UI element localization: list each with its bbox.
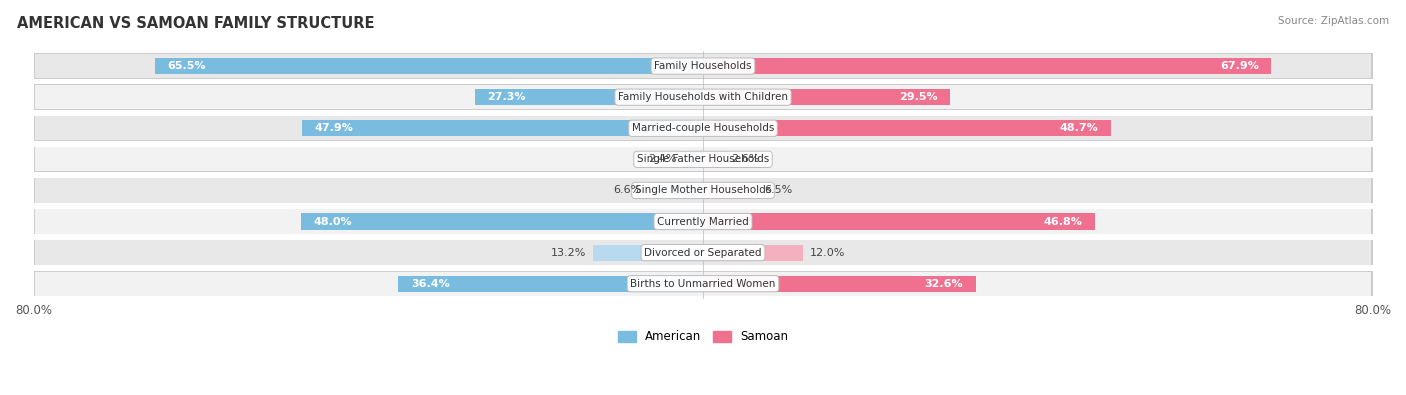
Text: 47.9%: 47.9%: [315, 123, 353, 133]
Bar: [35, 178, 1371, 203]
Bar: [35, 85, 1371, 109]
Text: 27.3%: 27.3%: [486, 92, 526, 102]
Text: 12.0%: 12.0%: [810, 248, 845, 258]
Text: 48.7%: 48.7%: [1059, 123, 1098, 133]
Text: Single Father Households: Single Father Households: [637, 154, 769, 164]
Text: Married-couple Households: Married-couple Households: [631, 123, 775, 133]
Bar: [398, 276, 703, 292]
Bar: [35, 241, 1371, 265]
Text: Divorced or Separated: Divorced or Separated: [644, 248, 762, 258]
Text: 2.4%: 2.4%: [648, 154, 676, 164]
Text: AMERICAN VS SAMOAN FAMILY STRUCTURE: AMERICAN VS SAMOAN FAMILY STRUCTURE: [17, 16, 374, 31]
Text: 29.5%: 29.5%: [898, 92, 938, 102]
Text: 46.8%: 46.8%: [1043, 216, 1083, 226]
Bar: [301, 213, 703, 229]
Bar: [703, 89, 950, 105]
Text: 13.2%: 13.2%: [551, 248, 586, 258]
Bar: [703, 151, 724, 167]
Bar: [155, 58, 703, 74]
Bar: [34, 85, 1372, 110]
Text: 2.6%: 2.6%: [731, 154, 759, 164]
Bar: [703, 120, 1111, 136]
Bar: [703, 276, 976, 292]
Bar: [703, 213, 1095, 229]
Text: Currently Married: Currently Married: [657, 216, 749, 226]
Bar: [683, 151, 703, 167]
Bar: [34, 240, 1372, 265]
Text: 32.6%: 32.6%: [925, 279, 963, 289]
Text: 36.4%: 36.4%: [411, 279, 450, 289]
Text: 48.0%: 48.0%: [314, 216, 353, 226]
Bar: [35, 116, 1371, 140]
Bar: [34, 53, 1372, 79]
Text: Births to Unmarried Women: Births to Unmarried Women: [630, 279, 776, 289]
Legend: American, Samoan: American, Samoan: [613, 325, 793, 348]
Bar: [34, 147, 1372, 172]
Bar: [35, 209, 1371, 234]
Bar: [34, 271, 1372, 296]
Text: Family Households with Children: Family Households with Children: [619, 92, 787, 102]
Text: Single Mother Households: Single Mother Households: [636, 185, 770, 196]
Text: 65.5%: 65.5%: [167, 61, 205, 71]
Bar: [703, 58, 1271, 74]
Text: 6.6%: 6.6%: [613, 185, 641, 196]
Bar: [34, 209, 1372, 234]
Bar: [35, 54, 1371, 78]
Bar: [34, 115, 1372, 141]
Bar: [34, 178, 1372, 203]
Text: Source: ZipAtlas.com: Source: ZipAtlas.com: [1278, 16, 1389, 26]
Text: Family Households: Family Households: [654, 61, 752, 71]
Text: 6.5%: 6.5%: [763, 185, 793, 196]
Bar: [302, 120, 703, 136]
Bar: [35, 272, 1371, 296]
Bar: [648, 182, 703, 199]
Bar: [703, 182, 758, 199]
Bar: [35, 147, 1371, 171]
Text: 67.9%: 67.9%: [1220, 61, 1258, 71]
Bar: [703, 245, 803, 261]
Bar: [592, 245, 703, 261]
Bar: [475, 89, 703, 105]
